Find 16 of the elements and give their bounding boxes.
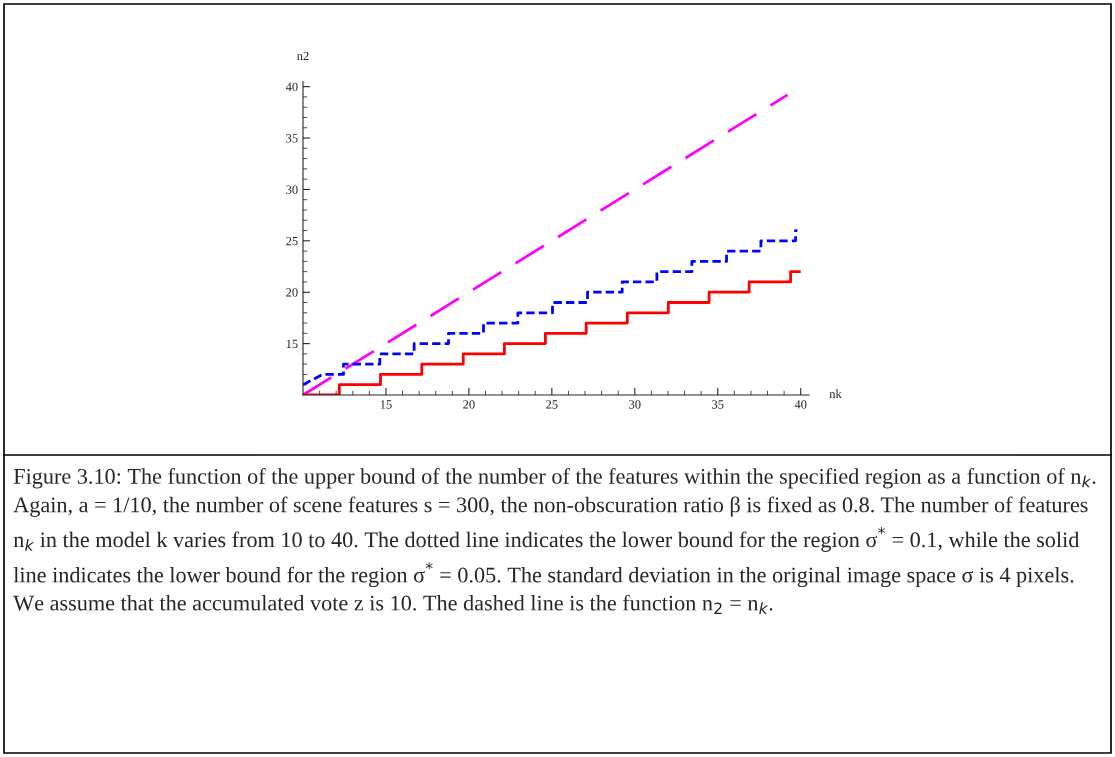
x-tick-label: 30 [629,400,641,409]
x-tick-label: 40 [794,400,807,409]
y-tick-label: 35 [286,134,298,143]
text: Figure 3.10: The function of the upper bound of the number of the features within the specified region as a function of n$_{k}$. Again, a = 1/10, the number of scene features s = 300, the non-obscuration ratio β is fixed as 0.8. The number of features n$_{k}$ in the model k varies from 10 to 40. The dotted line indicates the lower bound for the region σ$^{*}$ = 0.1, while the solid line indicates the lower bound for the region σ$^{*}$ = 0.05. The standard deviation in the original image space σ is 4 pixels. We assume that the accumulated vote z is 10. The dashed line is the function n$_{2}$ = n$_{k}$. [13,468,1096,615]
x-tick-label: 35 [712,400,724,409]
y-tick-label: 30 [286,185,298,194]
y-tick-label: 15 [286,339,298,349]
y-tick-label: 25 [286,236,298,246]
x-tick-label: 15 [380,400,392,409]
y-tick-label: 40 [285,82,298,92]
line-series [303,229,799,387]
x-axis-title: nk [829,389,842,399]
x-tick-label: 25 [546,400,558,409]
y-axis-title: n2 [297,51,309,61]
x-tick-label: 20 [463,400,475,409]
y-tick-label: 20 [286,288,298,297]
